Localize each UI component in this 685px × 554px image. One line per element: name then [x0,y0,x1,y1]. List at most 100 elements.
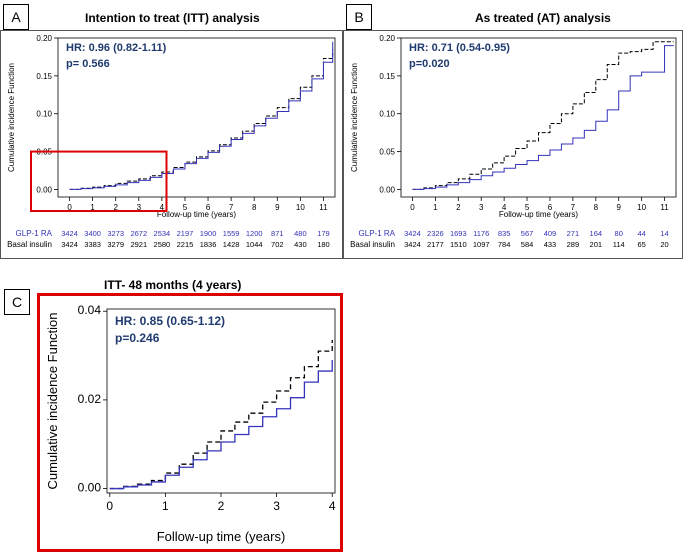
plot-area-b [400,37,677,198]
risk-table-cell-b: 271 [567,229,580,238]
risk-table-cell-b: 584 [521,240,534,249]
risk-table-cell-b: 835 [498,229,511,238]
risk-table-cell-b: 289 [567,240,580,249]
x-tick-label-a: 3 [137,203,142,212]
series-line-basal-insulin-a [69,49,334,190]
x-tick-label-a: 0 [67,203,72,212]
x-tick-label-b: 8 [594,203,599,212]
y-tick-label-b: 0.10 [379,110,395,119]
risk-table-cell-b: 3424 [404,240,421,249]
highlight-box-a [30,150,168,212]
hr-annotation-c: HR: 0.85 (0.65-1.12) [115,314,225,328]
series-line-glp1-ra-b [412,45,674,190]
panel-c-label: C [4,289,30,315]
chart-c: 0.00 0.02 0.04 0 1 2 3 4 Follow-up time (years) C… [45,303,336,544]
risk-table-cell-b: 20 [660,240,668,249]
y-tick-label-b: 0.00 [379,185,395,194]
x-axis-label-c: Follow-up time (years) [157,529,286,544]
risk-table-cell-b: 2326 [427,229,444,238]
x-tick-label-b: 1 [433,203,438,212]
risk-table-cell-a: 1836 [200,240,217,249]
x-tick-label-b: 5 [525,203,530,212]
panel-a-frame [0,30,343,259]
risk-table-cell-a: 1044 [246,240,263,249]
risk-table-cell-a: 2921 [130,240,147,249]
x-tick-label-c: 1 [162,499,169,513]
panel-b-label: B [346,4,372,30]
panel-a-label: A [3,4,29,30]
risk-table-cell-a: 1200 [246,229,263,238]
series-line-glp1-ra-a [69,41,334,190]
hr-annotation-a: HR: 0.96 (0.82-1.11) [66,42,167,54]
x-tick-label-b: 0 [410,203,415,212]
risk-table-row-label-a: GLP-1 RA [16,229,53,238]
x-tick-label-a: 7 [229,203,234,212]
risk-table-cell-a: 480 [294,229,307,238]
series-line-basal-insulin-c [109,340,333,490]
risk-table-cell-a: 179 [317,229,330,238]
risk-table-cell-b: 3424 [404,229,421,238]
risk-table-cell-a: 1900 [200,229,217,238]
risk-table-cell-a: 702 [271,240,284,249]
risk-table-cell-a: 180 [317,240,330,249]
x-tick-label-a: 5 [183,203,188,212]
risk-table-cell-a: 3383 [84,240,101,249]
risk-table-cell-b: 784 [498,240,511,249]
risk-table-cell-a: 2197 [177,229,194,238]
hr-annotation-b: HR: 0.71 (0.54-0.95) [409,42,510,54]
risk-table-cell-a: 3424 [61,240,78,249]
y-axis-label-b: Cumulative incidence Function [350,63,359,172]
x-axis-label-a: Follow-up time (years) [157,210,236,219]
y-tick-label-c: 0.00 [78,481,102,495]
x-tick-label-b: 2 [456,203,461,212]
panel-c-title: ITT- 48 months (4 years) [104,278,242,292]
risk-table-cell-a: 2672 [130,229,147,238]
x-tick-label-b: 7 [571,203,576,212]
y-axis-label-a: Cumulative incidence Function [7,63,16,172]
x-tick-label-a: 10 [296,203,305,212]
risk-table-cell-b: 14 [660,229,668,238]
x-tick-label-b: 11 [660,203,669,212]
x-tick-label-a: 6 [206,203,211,212]
panel-a-title: Intention to treat (ITT) analysis [85,11,260,25]
panel-c-highlight-frame [37,293,343,552]
y-tick-label-b: 0.20 [379,34,395,43]
risk-table-cell-a: 2580 [154,240,171,249]
x-tick-label-a: 9 [275,203,280,212]
risk-table-cell-b: 567 [521,229,534,238]
y-tick-label-c: 0.02 [78,392,102,406]
p-value-annotation-c: p=0.246 [115,331,160,345]
risk-table-cell-b: 433 [544,240,557,249]
x-tick-label-a: 11 [319,203,328,212]
x-axis-label-b: Follow-up time (years) [499,210,578,219]
risk-table-row-label-b: Basal insulin [350,240,395,249]
y-tick-label-a: 0.20 [36,34,52,43]
panel-b-frame [343,30,683,259]
y-tick-label-a: 0.10 [36,110,52,119]
x-tick-label-b: 9 [616,203,621,212]
x-tick-label-c: 2 [218,499,225,513]
panel-b-title: As treated (AT) analysis [475,11,611,25]
risk-table-cell-b: 1176 [473,229,489,238]
risk-table-cell-a: 430 [294,240,307,249]
risk-table-cell-b: 44 [637,229,645,238]
risk-table-cell-b: 114 [613,240,625,249]
risk-table-cell-b: 65 [637,240,645,249]
y-tick-label-b: 0.15 [379,72,395,81]
risk-table-cell-a: 2534 [154,229,171,238]
risk-table-cell-b: 1510 [450,240,467,249]
x-tick-label-c: 3 [273,499,280,513]
p-value-annotation-a: p= 0.566 [66,58,110,70]
risk-table-cell-b: 80 [615,229,623,238]
risk-table-cell-b: 201 [590,240,603,249]
risk-table-cell-a: 3279 [107,240,124,249]
risk-table-cell-a: 1428 [223,240,240,249]
risk-table-row-label-b: GLP-1 RA [359,229,396,238]
y-tick-label-c: 0.04 [78,303,102,317]
x-tick-label-b: 6 [548,203,553,212]
x-tick-label-b: 3 [479,203,484,212]
risk-table-cell-b: 1693 [450,229,467,238]
y-axis-label-c: Cumulative incidence Function [45,312,60,489]
y-tick-label-a: 0.15 [36,72,52,81]
y-tick-label-a: 0.00 [36,185,52,194]
